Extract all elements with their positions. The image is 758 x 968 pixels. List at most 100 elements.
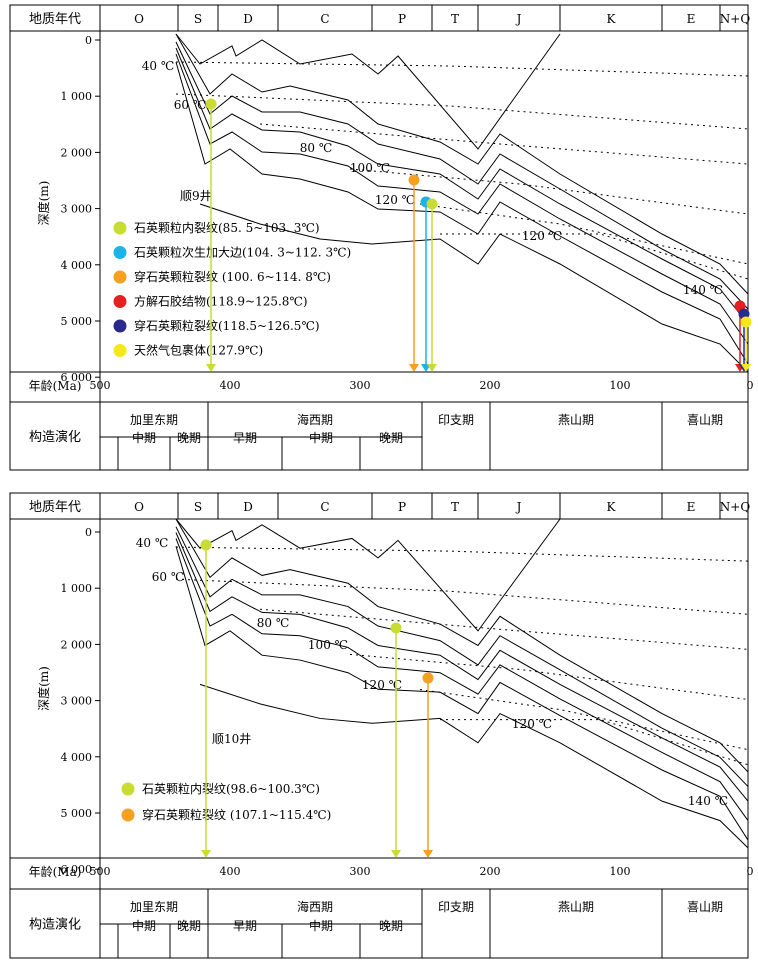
age-tick-label: 200 (480, 865, 501, 878)
period-label: T (451, 12, 459, 26)
tectonic-label: 构造演化 (29, 917, 81, 933)
tectonic-phase-label: 加里东期 (130, 900, 178, 914)
inclusion-arrow (391, 850, 401, 858)
age-tick-label: 500 (90, 865, 111, 878)
age-tick-label: 0 (747, 865, 754, 878)
period-label: O (134, 12, 144, 26)
isotherm-line (440, 233, 749, 280)
subphase-label: 中期 (309, 918, 333, 933)
depth-tick-label: 1 000 (61, 90, 93, 103)
period-label: K (607, 500, 617, 514)
isotherm-label: 120 ℃ (512, 717, 552, 731)
depth-tick-label: 0 (85, 34, 92, 47)
period-label: K (607, 12, 617, 26)
subphase-label: 晚期 (379, 919, 403, 933)
well-name-label: 顺9井 (180, 189, 212, 203)
period-label: N+Q (720, 12, 751, 26)
isotherm-line (259, 123, 749, 165)
period-label: P (398, 12, 406, 26)
legend-marker (113, 319, 127, 333)
inclusion-marker (740, 316, 752, 328)
isotherm-line (175, 61, 749, 77)
tectonic-phase-label: 海西期 (297, 899, 333, 914)
subphase-label: 中期 (132, 918, 156, 933)
isotherm-label: 60 ℃ (174, 98, 207, 112)
depth-tick-label: 0 (85, 526, 92, 539)
age-tick-label: 300 (350, 865, 371, 878)
period-label: J (515, 500, 522, 514)
subphase-label: 中期 (309, 430, 333, 445)
inclusion-marker (205, 98, 217, 110)
legend-label: 穿石英颗粒裂纹(118.5~126.5℃) (134, 318, 320, 333)
period-label: C (320, 500, 329, 514)
depth-tick-label: 6 000 (61, 863, 93, 876)
depth-tick-label: 1 000 (61, 582, 93, 595)
depth-tick-label: 4 000 (61, 751, 93, 764)
tectonic-phase-label: 喜山期 (687, 900, 723, 914)
era-header-label: 地质年代 (29, 12, 81, 27)
legend-marker (121, 782, 135, 796)
tectonic-phase-label: 加里东期 (130, 413, 178, 427)
isotherm-line (175, 93, 749, 130)
panel-frame (9, 4, 749, 471)
age-axis-label: 年龄(Ma) (29, 865, 82, 879)
isotherm-label: 40 ℃ (142, 59, 175, 73)
burial-curve (175, 532, 749, 802)
period-label: D (243, 12, 253, 26)
inclusion-marker (200, 539, 212, 551)
isotherm-label: 120 ℃ (362, 678, 402, 692)
burial-curve (175, 33, 561, 150)
legend-label: 天然气包裹体(127.9℃) (134, 343, 263, 358)
period-label: S (194, 12, 202, 26)
period-label: N+Q (720, 500, 751, 514)
depth-tick-label: 3 000 (61, 203, 93, 216)
isotherm-label: 100 ℃ (308, 638, 348, 652)
subphase-label: 晚期 (177, 919, 201, 933)
legend-marker (113, 295, 127, 308)
tectonic-phase-label: 海西期 (297, 412, 333, 427)
depth-tick-label: 2 000 (61, 638, 93, 651)
burial-curve (175, 41, 749, 310)
inclusion-arrow (409, 364, 419, 372)
burial-curve (175, 546, 749, 841)
depth-tick-label: 4 000 (61, 259, 93, 272)
period-label: T (451, 500, 459, 514)
legend-marker (113, 246, 127, 259)
age-tick-label: 500 (90, 379, 111, 392)
burial-curve (175, 518, 561, 632)
burial-curve (175, 47, 749, 325)
depth-tick-label: 5 000 (61, 807, 93, 820)
isotherm-label: 140 ℃ (688, 794, 728, 808)
tectonic-phase-label: 喜山期 (687, 413, 723, 427)
age-tick-label: 300 (350, 379, 371, 392)
isotherm-line (175, 578, 749, 615)
legend-marker (113, 270, 127, 284)
age-tick-label: 0 (747, 379, 754, 392)
subphase-label: 晚期 (379, 431, 403, 445)
legend-label: 穿石英颗粒裂纹 (107.1~115.4℃) (142, 807, 331, 822)
age-tick-label: 100 (610, 379, 631, 392)
tectonic-phase-label: 印支期 (438, 413, 474, 427)
period-label: O (134, 500, 144, 514)
subphase-label: 晚期 (177, 431, 201, 445)
isotherm-label: 60 ℃ (152, 570, 185, 584)
inclusion-marker (422, 672, 434, 684)
burial-curve (175, 53, 749, 345)
depth-tick-label: 3 000 (61, 695, 93, 708)
isotherm-label: 120 ℃ (375, 193, 415, 207)
tectonic-phase-label: 燕山期 (558, 413, 594, 427)
depth-axis-label: 深度(m) (36, 181, 51, 226)
depth-tick-label: 5 000 (61, 315, 93, 328)
age-tick-label: 400 (220, 865, 241, 878)
period-label: D (243, 500, 253, 514)
subphase-label: 早期 (233, 431, 257, 445)
panel-shun10: 地质年代 O S D C P T J K E N+Q 深度(m) 0 1 000 2 000 3 000 4 0… (9, 492, 754, 959)
depth-tick-label: 2 000 (61, 146, 93, 159)
burial-curve (175, 518, 749, 773)
isotherm-label: 80 ℃ (300, 141, 333, 155)
isotherm-label: 100 ℃ (350, 161, 390, 175)
isotherm-label: 40 ℃ (136, 536, 169, 550)
subphase-label: 早期 (233, 919, 257, 933)
well-name-label: 顺10井 (212, 732, 251, 746)
